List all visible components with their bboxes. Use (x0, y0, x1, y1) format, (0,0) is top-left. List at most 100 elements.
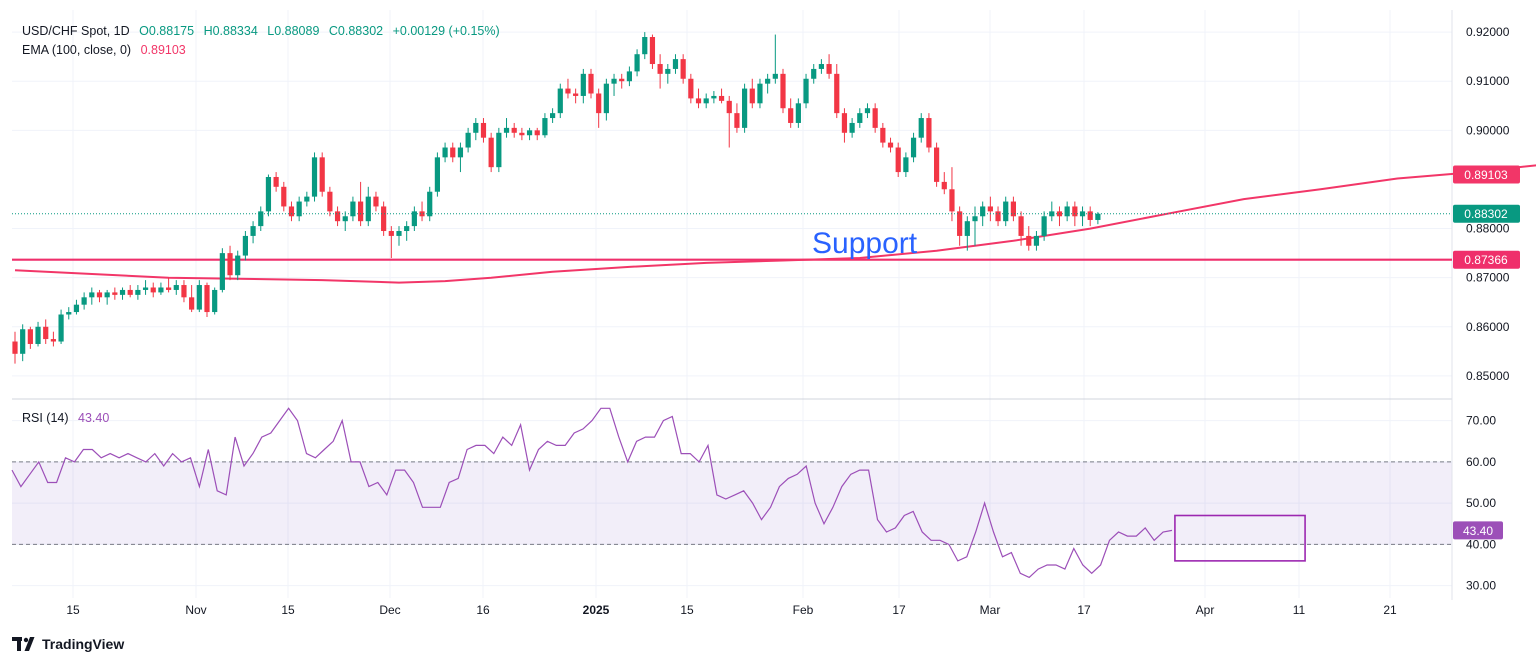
candle (212, 287, 218, 315)
ema-line (14, 164, 1536, 284)
candle (688, 73, 694, 104)
candle-body (342, 216, 348, 222)
candle-body (434, 157, 440, 192)
price-tick-label: 0.90000 (1466, 123, 1510, 137)
candle (457, 142, 464, 173)
rsi-value-label: 43.40 (1463, 524, 1493, 538)
price-tick-label: 0.88000 (1466, 222, 1510, 236)
rsi-value: 43.40 (78, 411, 110, 425)
candle (834, 64, 840, 119)
ema-line-group (14, 164, 1536, 284)
candle-body (734, 113, 740, 128)
candle-body (1079, 211, 1086, 217)
candle (550, 108, 556, 123)
candle (50, 331, 56, 347)
candle-body (926, 118, 932, 148)
candle-body (135, 289, 141, 295)
time-tick-label: 21 (1383, 603, 1397, 617)
candle-body (104, 292, 110, 298)
candle (73, 299, 80, 315)
candle-body (112, 292, 118, 295)
candle-body (296, 201, 302, 217)
open-value: O0.88175 (139, 24, 195, 38)
ema-label: EMA (100, close, 0) (22, 43, 132, 57)
candle (642, 32, 648, 60)
time-tick-label: Apr (1196, 603, 1215, 617)
candle (219, 248, 225, 293)
candle (119, 287, 126, 300)
candle (1064, 201, 1070, 222)
candle (811, 64, 817, 84)
candle-body (235, 255, 241, 276)
rsi-band-fill (12, 461, 1452, 545)
candle (135, 285, 141, 300)
tradingview-logo-icon (12, 637, 35, 651)
candle-body (35, 326, 41, 344)
tradingview-brand-text: TradingView (42, 636, 125, 652)
candle (757, 78, 763, 109)
rsi-legend: RSI (14) 43.40 (22, 411, 115, 425)
candle (381, 201, 387, 236)
candle-body (857, 113, 863, 123)
candle (43, 319, 49, 344)
candle (227, 245, 233, 281)
ema-price-label-bg (1453, 165, 1520, 184)
candle (957, 206, 963, 246)
candle-body (611, 78, 617, 84)
candle (726, 95, 732, 148)
candle (596, 88, 602, 128)
candle-body (742, 88, 748, 128)
candle-body (1018, 216, 1024, 236)
candle-body (450, 147, 456, 158)
price-labels: 0.89103 0.88302 0.87366 43.40 (1453, 165, 1520, 540)
candle (649, 34, 656, 69)
candle (672, 54, 679, 74)
rsi-line-group (11, 407, 1306, 579)
candle-body (150, 287, 156, 293)
candle (872, 103, 878, 133)
candle-body (457, 147, 464, 158)
candle (358, 181, 364, 227)
candle-body (711, 95, 717, 99)
candle-body (557, 88, 563, 114)
candle (695, 88, 702, 109)
symbol-label: USD/CHF Spot, 1D (22, 24, 130, 38)
candle (1033, 231, 1040, 251)
candle-body (841, 113, 848, 133)
candle-body (1064, 206, 1070, 217)
candle-body (964, 221, 970, 236)
candle-body (511, 127, 517, 133)
candle (1026, 226, 1032, 251)
candle (934, 142, 940, 187)
candle (941, 172, 947, 195)
candle-body (887, 142, 894, 148)
candle (196, 280, 202, 313)
close-price-label-bg (1453, 204, 1520, 223)
candle (557, 83, 563, 119)
price-axis-ticks: 0.92000 0.91000 0.90000 0.88000 0.87000 0.860… (1466, 25, 1510, 383)
candle-body (365, 196, 371, 222)
candle-body (726, 100, 732, 114)
candle-body (765, 78, 771, 84)
candle (142, 280, 149, 295)
candle (526, 127, 533, 141)
candle-body (281, 186, 287, 207)
candle (296, 196, 302, 222)
candle-body (327, 191, 333, 212)
candle-body (373, 196, 379, 207)
candle (35, 321, 41, 347)
candle-body (273, 176, 279, 187)
candle (1056, 206, 1063, 227)
candle-body (258, 211, 264, 227)
candle (166, 277, 172, 293)
time-tick-label: 2025 (583, 603, 610, 617)
candle (1010, 196, 1016, 222)
rsi-tick-label: 30.00 (1466, 579, 1496, 593)
candle (450, 142, 456, 163)
candle (1095, 212, 1101, 225)
candle (304, 191, 310, 207)
candle-body (565, 88, 571, 94)
candle-body (903, 157, 909, 173)
candle (273, 172, 279, 192)
